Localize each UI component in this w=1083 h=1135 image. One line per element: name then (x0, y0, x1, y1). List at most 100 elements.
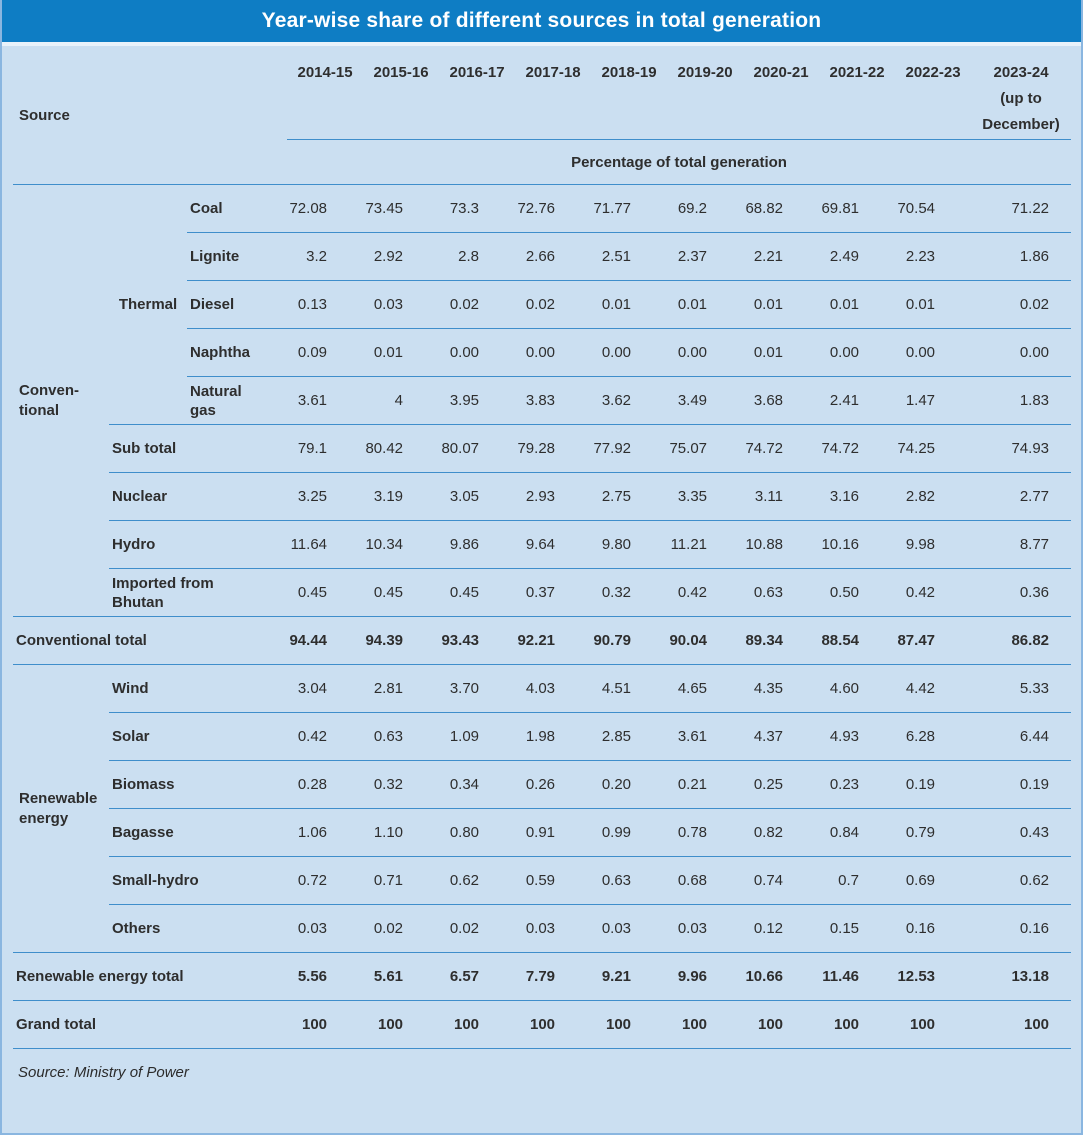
row-label: Wind (109, 664, 288, 713)
value-cell: 100 (819, 1000, 896, 1049)
value-cell: 1.83 (971, 376, 1072, 425)
value-cell: 4.03 (515, 664, 592, 713)
value-cell: 69.2 (667, 184, 744, 233)
value-cell: 0.20 (591, 760, 668, 809)
value-cell: 79.28 (515, 424, 592, 473)
row-label: Solar (109, 712, 288, 761)
row-label: Renewable energy total (13, 952, 288, 1001)
value-cell: 2.75 (591, 472, 668, 521)
value-cell: 11.21 (667, 520, 744, 569)
value-cell: 3.95 (439, 376, 516, 425)
value-cell: 0.12 (743, 904, 820, 953)
value-cell: 2.77 (971, 472, 1072, 521)
value-cell: 2.23 (895, 232, 972, 281)
year-header-2021-22: 2021-22 (819, 46, 896, 140)
header-row-years: Source 2014-15 2015-16 2016-17 2017-18 2018-1… (13, 46, 1072, 185)
renewable-group-label: Renewable energy (13, 664, 109, 953)
value-cell: 3.11 (743, 472, 820, 521)
source-note: Source: Ministry of Power (18, 1064, 189, 1081)
title-bar: Year-wise share of different sources in … (2, 0, 1081, 42)
value-cell: 1.10 (363, 808, 440, 857)
value-cell: 0.45 (363, 568, 440, 617)
value-cell: 0.74 (743, 856, 820, 905)
value-cell: 0.63 (363, 712, 440, 761)
value-cell: 100 (971, 1000, 1072, 1049)
year-header-2019-20: 2019-20 (667, 46, 744, 140)
table-row-coal: Conven- tional Thermal Coal 72.08 73.45 73.3 7… (13, 184, 1072, 617)
value-cell: 0.32 (591, 568, 668, 617)
value-cell: 4.60 (819, 664, 896, 713)
year-header-2022-23: 2022-23 (895, 46, 972, 140)
value-cell: 3.2 (287, 232, 364, 281)
value-cell: 9.86 (439, 520, 516, 569)
value-cell: 0.63 (591, 856, 668, 905)
value-cell: 93.43 (439, 616, 516, 665)
row-label: Bagasse (109, 808, 288, 857)
value-cell: 0.28 (287, 760, 364, 809)
value-cell: 2.82 (895, 472, 972, 521)
value-cell: 68.82 (743, 184, 820, 233)
value-cell: 100 (743, 1000, 820, 1049)
value-cell: 1.09 (439, 712, 516, 761)
value-cell: 0.03 (591, 904, 668, 953)
row-label: Imported from Bhutan (109, 568, 288, 617)
value-cell: 72.76 (515, 184, 592, 233)
value-cell: 0.01 (363, 328, 440, 377)
value-cell: 100 (591, 1000, 668, 1049)
row-label: Nuclear (109, 472, 288, 521)
value-cell: 94.44 (287, 616, 364, 665)
value-cell: 87.47 (895, 616, 972, 665)
value-cell: 0.91 (515, 808, 592, 857)
year-header-2020-21: 2020-21 (743, 46, 820, 140)
value-cell: 3.25 (287, 472, 364, 521)
value-cell: 0.21 (667, 760, 744, 809)
value-cell: 0.45 (439, 568, 516, 617)
value-cell: 100 (895, 1000, 972, 1049)
table-row-others: Others 0.03 0.02 0.02 0.03 0.03 0.03 0.12 0.15 0.… (13, 904, 1072, 953)
value-cell: 3.16 (819, 472, 896, 521)
row-label: Natural gas (187, 376, 288, 425)
value-cell: 0.43 (971, 808, 1072, 857)
value-cell: 0.01 (895, 280, 972, 329)
value-cell: 73.45 (363, 184, 440, 233)
value-cell: 74.72 (819, 424, 896, 473)
row-label: Coal (187, 184, 288, 233)
value-cell: 0.03 (363, 280, 440, 329)
value-cell: 3.68 (743, 376, 820, 425)
table-header: Source 2014-15 2015-16 2016-17 2017-18 2018-1… (13, 46, 1072, 185)
value-cell: 2.21 (743, 232, 820, 281)
value-cell: 2.85 (591, 712, 668, 761)
value-cell: 0.01 (743, 280, 820, 329)
value-cell: 0.59 (515, 856, 592, 905)
value-cell: 0.01 (667, 280, 744, 329)
value-cell: 92.21 (515, 616, 592, 665)
year-header-2017-18: 2017-18 (515, 46, 592, 140)
value-cell: 0.63 (743, 568, 820, 617)
value-cell: 3.49 (667, 376, 744, 425)
value-cell: 0.50 (819, 568, 896, 617)
value-cell: 4.35 (743, 664, 820, 713)
value-cell: 4.93 (819, 712, 896, 761)
generation-share-table: Source 2014-15 2015-16 2016-17 2017-18 2018-1… (13, 46, 1072, 1049)
value-cell: 0.01 (743, 328, 820, 377)
value-cell: 4.65 (667, 664, 744, 713)
value-cell: 72.08 (287, 184, 364, 233)
value-cell: 0.00 (439, 328, 516, 377)
value-cell: 0.45 (287, 568, 364, 617)
value-cell: 9.98 (895, 520, 972, 569)
value-cell: 0.25 (743, 760, 820, 809)
value-cell: 100 (439, 1000, 516, 1049)
value-cell: 6.28 (895, 712, 972, 761)
row-label: Small-hydro (109, 856, 288, 905)
value-cell: 0.78 (667, 808, 744, 857)
table-row-bagasse: Bagasse 1.06 1.10 0.80 0.91 0.99 0.78 0.82 0.84 0… (13, 808, 1072, 857)
value-cell: 0.19 (895, 760, 972, 809)
value-cell: 74.93 (971, 424, 1072, 473)
conventional-group-label: Conven- tional (13, 184, 109, 617)
value-cell: 0.68 (667, 856, 744, 905)
value-cell: 0.62 (971, 856, 1072, 905)
thermal-group-label: Thermal (109, 184, 187, 425)
value-cell: 2.66 (515, 232, 592, 281)
value-cell: 3.61 (667, 712, 744, 761)
